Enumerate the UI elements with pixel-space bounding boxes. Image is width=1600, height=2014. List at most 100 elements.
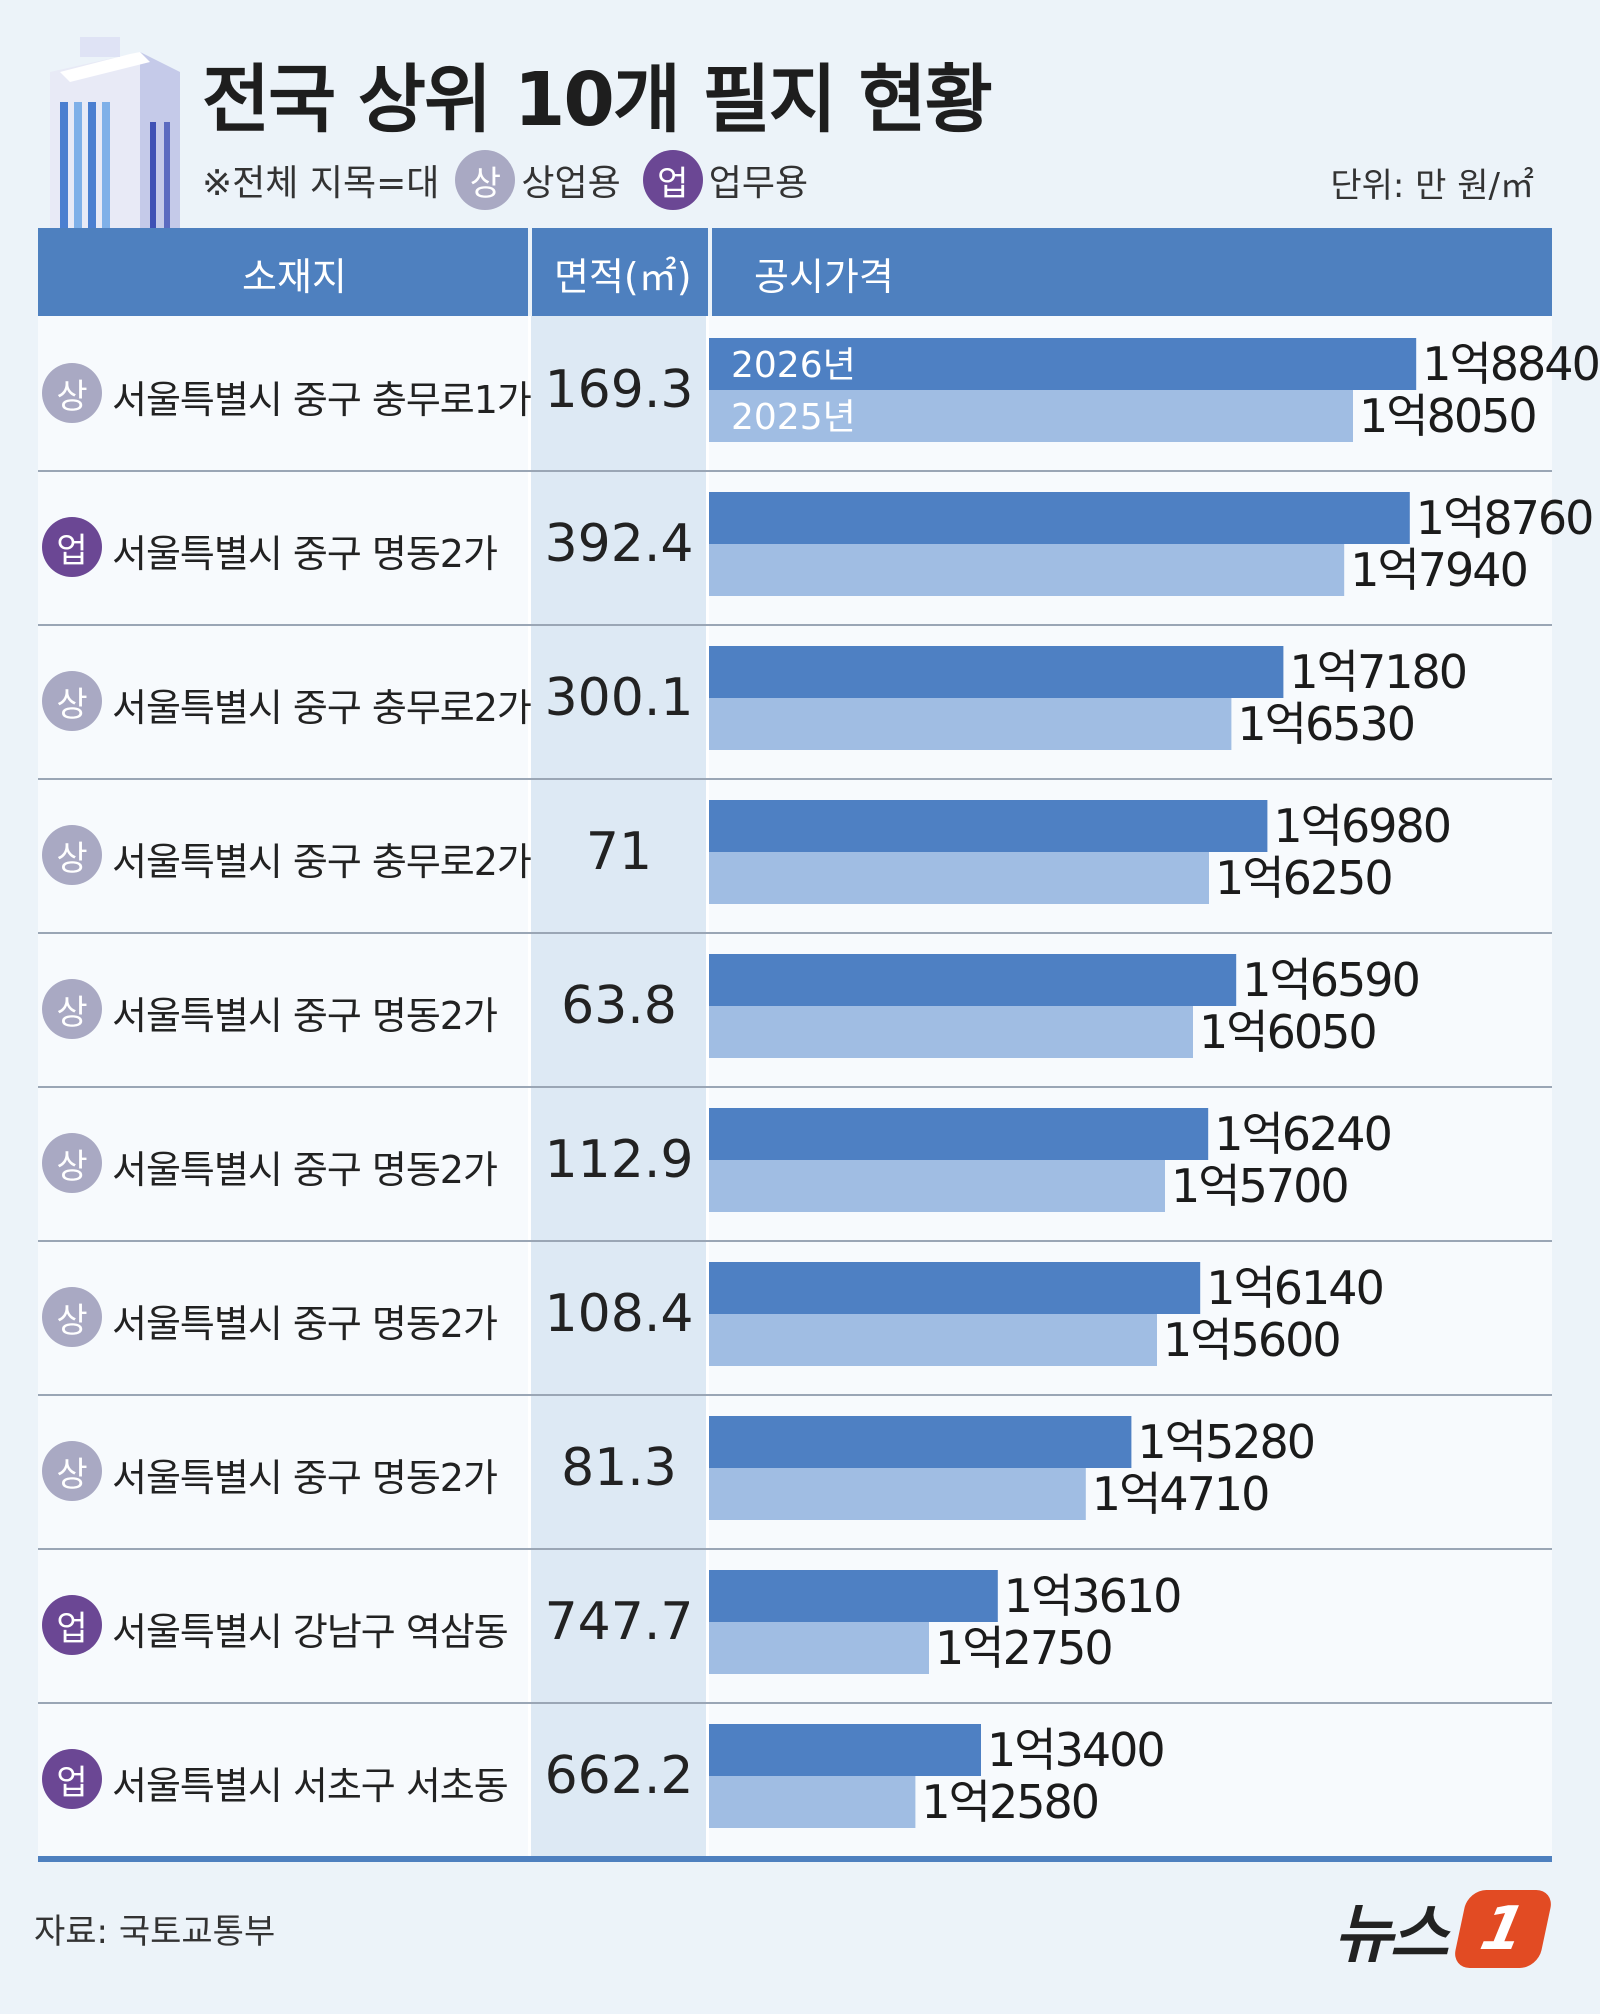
header-divider: [708, 228, 712, 316]
location-text: 서울특별시 중구 충무로2가: [112, 686, 532, 730]
location-text: 서울특별시 중구 명동2가: [112, 1148, 498, 1192]
area-value: 71: [585, 822, 653, 882]
table-row: 상 서울특별시 중구 명동2가 63.8: [38, 932, 1552, 1088]
header-divider: [528, 228, 532, 316]
table-row: 상 서울특별시 중구 명동2가 81.3: [38, 1394, 1552, 1550]
business-badge: 업: [42, 1749, 102, 1809]
bar-2025: [709, 1160, 1165, 1212]
business-badge: 업: [42, 1595, 102, 1655]
table-row: 업 서울특별시 중구 명동2가 392.4: [38, 470, 1552, 626]
bar-2026: [709, 800, 1268, 852]
location-text: 서울특별시 중구 명동2가: [112, 1456, 498, 1500]
commercial-label: 상업용: [521, 163, 621, 204]
bar-2026: [709, 954, 1237, 1006]
commercial-badge: 상: [42, 825, 102, 885]
commercial-badge: 상: [42, 979, 102, 1039]
source-note: 자료: 국토교통부: [34, 1912, 276, 1952]
price-label: 1억8840: [1422, 337, 1599, 391]
price-label: 1억6140: [1206, 1261, 1383, 1315]
price-label: 1억7940: [1350, 543, 1527, 597]
news1-logo: 뉴스 1: [1334, 1884, 1555, 1974]
commercial-badge: 상: [42, 671, 102, 731]
table-header: 소재지 면적(㎡) 공시가격: [38, 228, 1552, 316]
price-label: 1억2750: [935, 1621, 1112, 1675]
logo-mark: 1: [1451, 1890, 1555, 1968]
table-row: 상 서울특별시 중구 명동2가 112.9: [38, 1086, 1552, 1242]
price-label: 1억6250: [1215, 851, 1392, 905]
bar-2026: [709, 492, 1410, 544]
business-label: 업무용: [708, 163, 809, 204]
unit-label: 단위: 만 원/㎡: [1330, 166, 1534, 206]
bar-2026: [709, 1108, 1209, 1160]
area-value: 81.3: [561, 1438, 677, 1498]
price-label: 1억5600: [1163, 1313, 1340, 1367]
commercial-badge: 상: [455, 150, 516, 210]
commercial-badge: 상: [42, 1441, 102, 1501]
commercial-badge: 상: [42, 363, 102, 423]
bar-2026: [709, 646, 1284, 698]
legend: ※전체 지목=대 상 상업용 업 업무용: [202, 150, 830, 210]
bar-2025: [709, 544, 1345, 596]
location-text: 서울특별시 중구 명동2가: [112, 1302, 498, 1346]
price-label: 1억6980: [1273, 799, 1450, 853]
area-value: 63.8: [561, 976, 677, 1036]
business-badge: 업: [42, 517, 102, 577]
price-label: 1억7180: [1289, 645, 1466, 699]
series-name-label: 2025년: [731, 397, 856, 438]
header-price: 공시가격: [754, 255, 894, 299]
bar-2025: [709, 390, 1353, 442]
bar-2025: [709, 852, 1209, 904]
series-name-label: 2026년: [731, 345, 856, 386]
bar-2026: [709, 1262, 1201, 1314]
table-row: 상 서울특별시 중구 충무로2가 71: [38, 778, 1552, 934]
table-row: 상 서울특별시 중구 충무로2가 300.1: [38, 624, 1552, 780]
bar-2026: [709, 1724, 981, 1776]
table-row: 상 서울특별시 중구 명동2가 108.4: [38, 1240, 1552, 1396]
bar-2026: [709, 1416, 1132, 1468]
bar-2026: [709, 1570, 998, 1622]
location-text: 서울특별시 중구 명동2가: [112, 994, 498, 1038]
table-bottom-border: [38, 1856, 1552, 1862]
price-label: 1억6530: [1237, 697, 1414, 751]
land-type-note: ※전체 지목=대: [202, 163, 440, 204]
area-value: 662.2: [544, 1746, 694, 1806]
page-title: 전국 상위 10개 필지 현황: [202, 57, 993, 143]
price-label: 1억5280: [1137, 1415, 1314, 1469]
price-label: 1억6240: [1214, 1107, 1391, 1161]
price-label: 1억2580: [921, 1775, 1098, 1829]
price-label: 1억4710: [1092, 1467, 1269, 1521]
business-badge: 업: [642, 150, 703, 210]
location-text: 서울특별시 서초구 서초동: [112, 1764, 509, 1808]
bar-2025: [709, 698, 1232, 750]
price-label: 1억8050: [1359, 389, 1536, 443]
area-value: 169.3: [544, 360, 694, 420]
location-text: 서울특별시 중구 충무로2가: [112, 840, 532, 884]
price-label: 1억3400: [987, 1723, 1164, 1777]
bar-2025: [709, 1776, 916, 1828]
header-area: 면적(㎡): [554, 255, 692, 299]
logo-text: 뉴스: [1334, 1898, 1449, 1972]
bar-2025: [709, 1314, 1157, 1366]
header-location: 소재지: [242, 255, 347, 299]
location-text: 서울특별시 중구 충무로1가: [112, 378, 532, 422]
area-value: 747.7: [544, 1592, 694, 1652]
table-row: 업 서울특별시 강남구 역삼동 747.7: [38, 1548, 1552, 1704]
price-label: 1억8760: [1416, 491, 1593, 545]
area-value: 112.9: [544, 1130, 694, 1190]
price-label: 1억3610: [1004, 1569, 1181, 1623]
bar-2025: [709, 1622, 929, 1674]
table-row: 상 서울특별시 중구 충무로1가 169.3: [38, 316, 1552, 472]
bar-2025: [709, 1006, 1193, 1058]
area-value: 392.4: [544, 514, 694, 574]
bar-2026: [709, 338, 1417, 390]
area-value: 108.4: [544, 1284, 694, 1344]
price-label: 1억5700: [1171, 1159, 1348, 1213]
location-text: 서울특별시 강남구 역삼동: [112, 1610, 509, 1654]
location-text: 서울특별시 중구 명동2가: [112, 532, 498, 576]
area-value: 300.1: [544, 668, 694, 728]
commercial-badge: 상: [42, 1287, 102, 1347]
table-row: 업 서울특별시 서초구 서초동 662.2: [38, 1702, 1552, 1856]
price-label: 1억6050: [1199, 1005, 1376, 1059]
commercial-badge: 상: [42, 1133, 102, 1193]
